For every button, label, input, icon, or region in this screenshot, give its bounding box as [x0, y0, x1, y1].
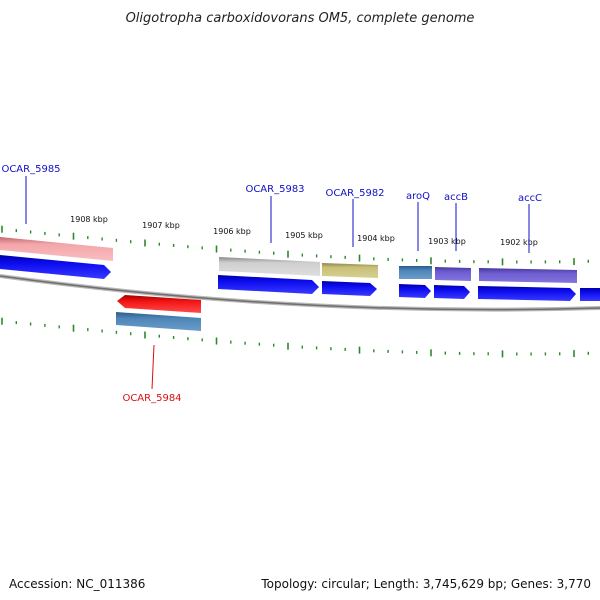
topology-summary-text: Topology: circular; Length: 3,745,629 bp… [261, 577, 591, 591]
feature-steelblue-ocar5984[interactable] [116, 312, 201, 331]
feature-track [0, 237, 577, 331]
kbp-label-1903: 1903 kbp [428, 237, 466, 246]
kbp-label-1904: 1904 kbp [357, 234, 395, 243]
cds-arrow-ocar5985[interactable] [0, 255, 111, 279]
gene-labels: OCAR_5985 OCAR_5983 OCAR_5982 aroQ accB … [1, 164, 542, 404]
cds-arrow-aroq[interactable] [399, 284, 431, 298]
feature-pink-ocar5985[interactable] [0, 237, 113, 261]
cds-arrow-right-edge[interactable] [580, 288, 600, 301]
cds-arrow-ocar5983[interactable] [218, 275, 319, 294]
feature-steelblue-aroq[interactable] [399, 266, 432, 279]
feature-slateblue-accc[interactable] [479, 268, 577, 283]
cds-arrow-ocar5982[interactable] [322, 281, 377, 296]
kbp-label-1907: 1907 kbp [142, 221, 180, 230]
gene-label-ocar5983[interactable]: OCAR_5983 [245, 184, 304, 195]
feature-slateblue-accb[interactable] [435, 267, 471, 281]
callout-line-ocar5984 [151, 344, 155, 390]
gene-label-ocar5982[interactable]: OCAR_5982 [325, 188, 384, 199]
feature-gray-ocar5983[interactable] [219, 257, 320, 276]
map-title: Oligotropha carboxidovorans OM5, complet… [126, 11, 475, 26]
gene-label-accc[interactable]: accC [518, 193, 542, 204]
feature-olive-ocar5982[interactable] [322, 263, 378, 278]
cds-arrow-ocar5984[interactable] [117, 295, 201, 313]
inner-tick-ring [1, 317, 589, 358]
outer-tick-ring [1, 225, 589, 266]
kbp-label-1902: 1902 kbp [500, 238, 538, 247]
cds-track [0, 255, 600, 313]
cds-arrow-accc[interactable] [478, 286, 576, 301]
gene-label-ocar5984[interactable]: OCAR_5984 [122, 393, 181, 404]
gene-label-lines [25, 176, 530, 390]
gene-label-ocar5985[interactable]: OCAR_5985 [1, 164, 60, 175]
kbp-label-1906: 1906 kbp [213, 227, 251, 236]
kbp-labels: 1908 kbp 1907 kbp 1906 kbp 1905 kbp 1904… [70, 215, 538, 247]
cds-arrow-accb[interactable] [434, 285, 470, 299]
gene-label-aroq[interactable]: aroQ [406, 191, 430, 202]
kbp-label-1905: 1905 kbp [285, 231, 323, 240]
kbp-label-1908: 1908 kbp [70, 215, 108, 224]
genome-backbone-core [0, 275, 600, 311]
backbone-group [0, 274, 600, 312]
gene-label-accb[interactable]: accB [444, 192, 468, 203]
accession-text: Accession: NC_011386 [9, 577, 146, 591]
